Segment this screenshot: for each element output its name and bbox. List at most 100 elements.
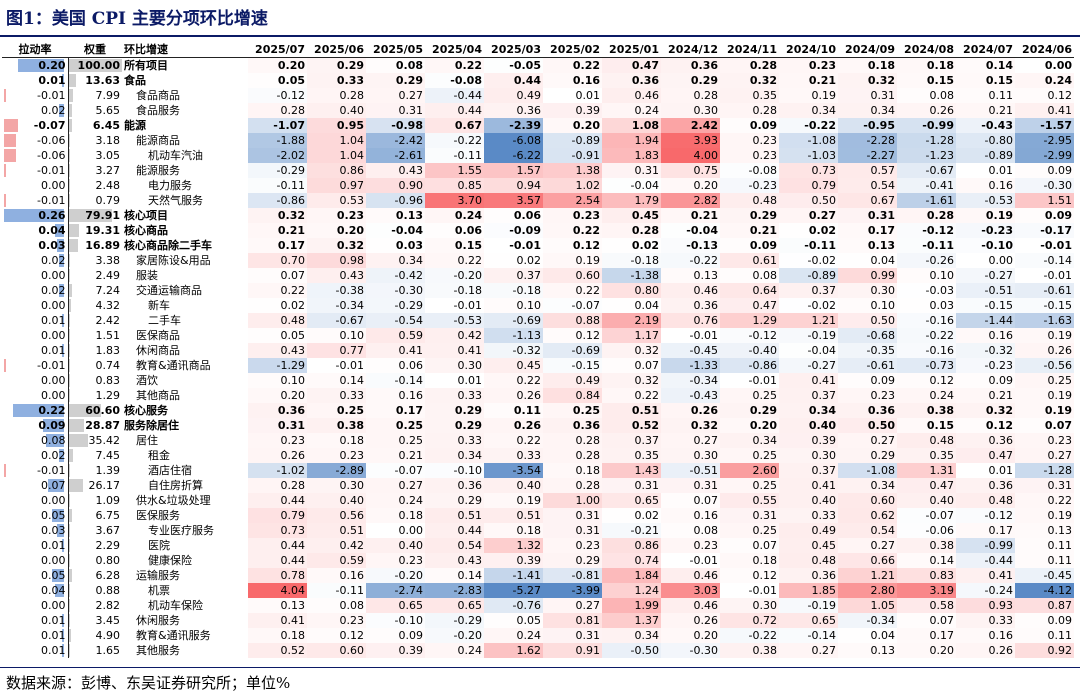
value-cell: -0.34 bbox=[838, 613, 897, 628]
pull-value: 0.00 bbox=[41, 554, 66, 567]
pull-value: 0.05 bbox=[41, 509, 66, 522]
weight-value: 2.42 bbox=[95, 314, 121, 327]
header-month: 2025/01 bbox=[602, 42, 661, 58]
weight-cell: 79.91 bbox=[67, 208, 122, 223]
value-cell: 0.31 bbox=[543, 508, 602, 523]
pull-bar bbox=[4, 164, 6, 177]
value-cell: 0.30 bbox=[425, 358, 484, 373]
pull-bar bbox=[54, 224, 64, 237]
table-row: -0.01 0.74 教育&通讯商品 -1.29 -0.01 0.06 0.30 0.45 -0… bbox=[2, 358, 1074, 373]
value-cell: -0.44 bbox=[956, 553, 1015, 568]
weight-value: 3.45 bbox=[95, 614, 121, 627]
value-cell: 0.31 bbox=[543, 628, 602, 643]
value-cell: 1.21 bbox=[779, 313, 838, 328]
pull-bar bbox=[54, 584, 64, 597]
value-cell: 0.29 bbox=[661, 73, 720, 88]
value-cell: 0.27 bbox=[661, 433, 720, 448]
value-cell: 0.65 bbox=[366, 598, 425, 613]
value-cell: 0.44 bbox=[425, 103, 484, 118]
value-cell: 0.21 bbox=[248, 223, 307, 238]
value-cell: 0.22 bbox=[543, 223, 602, 238]
pull-bar bbox=[59, 254, 64, 267]
pull-value: 0.01 bbox=[41, 344, 66, 357]
value-cell: 0.51 bbox=[484, 508, 543, 523]
value-cell: 0.32 bbox=[661, 418, 720, 433]
value-cell: 0.15 bbox=[897, 73, 956, 88]
header-pull: 拉动率 bbox=[2, 42, 68, 58]
value-cell: -0.08 bbox=[720, 163, 779, 178]
weight-value: 19.31 bbox=[85, 224, 120, 237]
value-cell: 0.18 bbox=[720, 553, 779, 568]
value-cell: -0.23 bbox=[956, 223, 1015, 238]
figure-title: 图1：美国 CPI 主要分项环比增速 bbox=[6, 9, 268, 29]
table-row: 0.00 1.51 医保商品 0.05 0.10 0.59 0.42 -1.13 0.12 1.1… bbox=[2, 328, 1074, 343]
table-row: 0.01 1.65 其他服务 0.52 0.60 0.39 0.24 1.62 0.91 -0.5… bbox=[2, 643, 1074, 658]
value-cell: 0.51 bbox=[425, 508, 484, 523]
value-cell: 0.09 bbox=[720, 238, 779, 253]
value-cell: 0.27 bbox=[1015, 448, 1074, 463]
weight-cell: 3.27 bbox=[67, 163, 122, 178]
value-cell: 1.51 bbox=[1015, 193, 1074, 208]
item-name: 交通运输商品 bbox=[136, 284, 202, 297]
value-cell: -0.04 bbox=[366, 223, 425, 238]
value-cell: 0.45 bbox=[484, 358, 543, 373]
value-cell: -0.32 bbox=[484, 343, 543, 358]
value-cell: 0.54 bbox=[838, 523, 897, 538]
pull-cell: 0.20 bbox=[2, 58, 68, 74]
value-cell: 0.36 bbox=[661, 298, 720, 313]
value-cell: 0.93 bbox=[956, 598, 1015, 613]
table-row: 0.00 0.80 健康保险 0.44 0.59 0.23 0.43 0.39 0.29 0.74… bbox=[2, 553, 1074, 568]
value-cell: 0.51 bbox=[307, 523, 366, 538]
item-name: 食品商品 bbox=[136, 89, 180, 102]
value-cell: 2.80 bbox=[838, 583, 897, 598]
value-cell: 0.41 bbox=[366, 343, 425, 358]
value-cell: 0.35 bbox=[897, 448, 956, 463]
item-name: 自住房折算 bbox=[148, 479, 203, 492]
value-cell: 1.04 bbox=[307, 133, 366, 148]
value-cell: 4.00 bbox=[661, 148, 720, 163]
weight-value: 2.49 bbox=[95, 269, 121, 282]
value-cell: 0.70 bbox=[248, 253, 307, 268]
value-cell: -0.10 bbox=[366, 613, 425, 628]
weight-bar bbox=[69, 149, 71, 162]
weight-cell: 7.99 bbox=[67, 88, 122, 103]
value-cell: 4.04 bbox=[248, 583, 307, 598]
value-cell: 0.39 bbox=[543, 103, 602, 118]
item-name: 天然气服务 bbox=[148, 194, 203, 207]
value-cell: 0.00 bbox=[956, 253, 1015, 268]
pull-value: 0.01 bbox=[41, 644, 66, 657]
value-cell: 3.70 bbox=[425, 193, 484, 208]
value-cell: 0.25 bbox=[720, 388, 779, 403]
value-cell: 0.31 bbox=[838, 208, 897, 223]
value-cell: 0.44 bbox=[248, 538, 307, 553]
value-cell: 0.24 bbox=[425, 643, 484, 658]
value-cell: 0.13 bbox=[838, 643, 897, 658]
value-cell: 0.23 bbox=[720, 148, 779, 163]
value-cell: 1.32 bbox=[484, 538, 543, 553]
value-cell: 0.15 bbox=[956, 73, 1015, 88]
pull-bar bbox=[13, 404, 64, 417]
value-cell: -0.17 bbox=[1015, 223, 1074, 238]
value-cell: 0.88 bbox=[543, 313, 602, 328]
value-cell: 0.20 bbox=[661, 178, 720, 193]
value-cell: -0.14 bbox=[366, 373, 425, 388]
header-month: 2025/04 bbox=[425, 42, 484, 58]
value-cell: 0.65 bbox=[779, 613, 838, 628]
value-cell: -0.12 bbox=[897, 223, 956, 238]
value-cell: 0.21 bbox=[720, 223, 779, 238]
weight-value: 35.42 bbox=[88, 434, 121, 447]
weight-value: 1.65 bbox=[95, 644, 121, 657]
header-month: 2024/10 bbox=[779, 42, 838, 58]
value-cell: -0.16 bbox=[897, 313, 956, 328]
value-cell: -1.38 bbox=[602, 268, 661, 283]
value-cell: 0.07 bbox=[720, 538, 779, 553]
table-row: 0.01 4.90 教育&通讯服务 0.18 0.12 0.09 -0.20 0.24 0.31… bbox=[2, 628, 1074, 643]
value-cell: 0.05 bbox=[248, 328, 307, 343]
value-cell: 0.33 bbox=[307, 388, 366, 403]
item-name: 休闲商品 bbox=[136, 344, 180, 357]
value-cell: -0.45 bbox=[1015, 568, 1074, 583]
value-cell: 0.10 bbox=[307, 328, 366, 343]
value-cell: 0.73 bbox=[248, 523, 307, 538]
value-cell: 2.82 bbox=[661, 193, 720, 208]
value-cell: -1.63 bbox=[1015, 313, 1074, 328]
